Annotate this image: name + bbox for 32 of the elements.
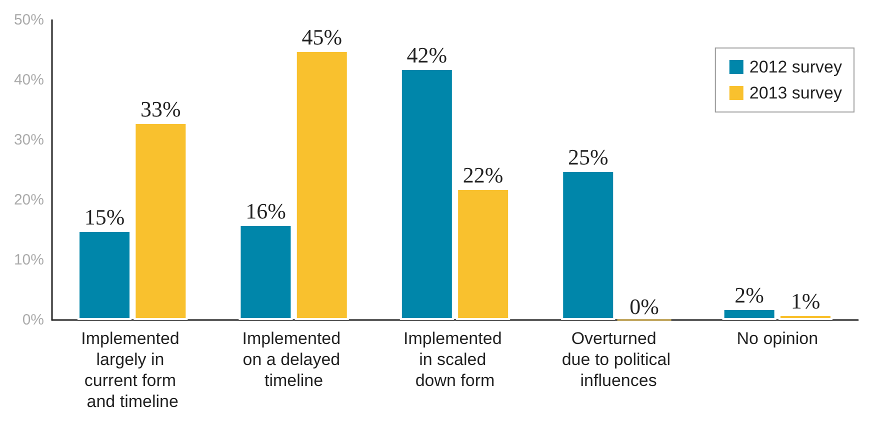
y-tick-label: 10% (14, 252, 44, 268)
y-tick-label: 0% (22, 312, 44, 328)
x-tick-label: Implemented in scaled down form (404, 329, 506, 390)
data-label: 16% (246, 198, 286, 224)
data-label: 42% (406, 42, 448, 68)
y-tick-label: 40% (14, 72, 44, 88)
bar (456, 188, 510, 320)
x-tick-label: Overturned due to political influences (562, 329, 671, 390)
bar (722, 308, 776, 320)
bar (400, 68, 454, 320)
x-tick-label: Implemented largely in current form and timeline (81, 329, 184, 411)
bar (778, 314, 832, 320)
data-label: 25% (568, 144, 608, 170)
data-label: 2% (734, 282, 764, 308)
data-label: 0% (630, 294, 659, 319)
y-tick-label: 20% (14, 192, 44, 208)
x-tick-label: Implemented on a delayed timeline (242, 329, 346, 390)
data-label: 15% (84, 204, 125, 230)
y-tick-label: 30% (14, 132, 44, 148)
legend-label: 2013 survey (749, 84, 842, 102)
data-label: 1% (790, 288, 820, 314)
data-label: 33% (140, 96, 181, 122)
bar (134, 122, 188, 320)
x-tick-label: No opinion (736, 329, 818, 348)
bar (294, 50, 349, 320)
bar (78, 230, 132, 320)
y-tick-label: 50% (14, 12, 44, 28)
data-label: 45% (302, 24, 342, 50)
bar (238, 224, 293, 320)
bar (561, 170, 616, 320)
data-label: 22% (462, 162, 504, 188)
legend-label: 2012 survey (749, 58, 842, 76)
